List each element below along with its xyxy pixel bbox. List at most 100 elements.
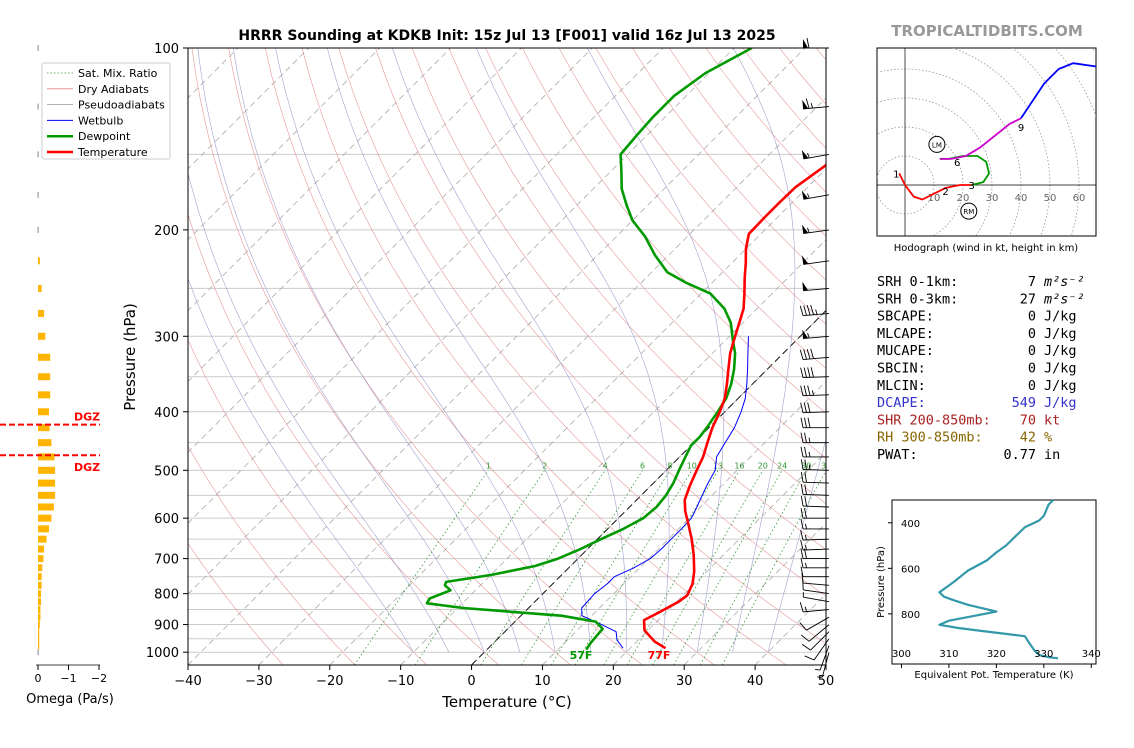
mixing-ratio-label: 24 — [777, 461, 787, 470]
legend-label: Sat. Mix. Ratio — [78, 67, 158, 80]
theta-e-y-tick-label: 600 — [901, 564, 920, 575]
isotherm — [188, 48, 735, 595]
barb-full — [800, 518, 804, 529]
wind-barb — [800, 484, 830, 496]
hodo-height-label: 9 — [1018, 123, 1024, 134]
mixing-ratio-label: 1 — [486, 461, 491, 470]
dewpoint-line — [425, 48, 753, 651]
barb-full — [800, 367, 804, 378]
omega-bar — [38, 514, 52, 522]
skewt-panel: 1246810131620243036 −40−30−20−1001020304… — [121, 42, 834, 711]
mixing-ratio-label: 8 — [667, 461, 672, 470]
omega-bar — [38, 598, 42, 606]
omega-bar — [37, 191, 39, 198]
index-unit: J/kg — [1044, 326, 1077, 342]
barb-half — [808, 437, 811, 443]
dry-adiabat — [375, 48, 826, 597]
barb-flag — [802, 255, 809, 265]
hodograph-panel: Hodograph (wind in kt, height in km) 10 2… — [876, 47, 1097, 254]
barb-staff — [808, 624, 830, 642]
index-value: 0.77 — [1003, 447, 1036, 463]
omega-bar — [38, 491, 56, 499]
storm-motion-label: RM — [963, 208, 974, 216]
barb-staff — [803, 229, 830, 234]
index-unit: kt — [1044, 412, 1060, 428]
barb-staff — [803, 538, 830, 541]
dry-adiabat — [411, 48, 826, 550]
wind-barb — [801, 631, 830, 651]
omega-bar — [38, 525, 49, 533]
index-unit: J/kg — [1044, 343, 1077, 359]
wind-barb — [814, 645, 830, 671]
skewt-frame — [187, 47, 827, 666]
chart-title: HRRR Sounding at KDKB Init: 15z Jul 13 [… — [238, 28, 775, 44]
moist-adiabat — [232, 48, 521, 653]
index-unit: J/kg — [1044, 395, 1077, 411]
barb-staff — [803, 493, 830, 496]
barb-staff — [803, 582, 830, 586]
barb-staff — [803, 481, 830, 484]
isotherm — [613, 451, 826, 665]
hodograph-caption: Hodograph (wind in kt, height in km) — [894, 243, 1079, 254]
surface-temp-label: 77F — [648, 649, 671, 662]
wind-barb — [799, 304, 830, 317]
y-tick-label: 300 — [154, 330, 179, 345]
hodo-height-label: 1 — [893, 169, 899, 180]
isotherm — [683, 522, 826, 665]
omega-bar — [38, 628, 40, 636]
mixing-ratio-line — [550, 470, 671, 665]
moist-adiabat — [587, 48, 725, 653]
mixing-ratio-label: 6 — [640, 461, 645, 470]
dry-adiabat — [191, 48, 571, 665]
barb-full — [803, 367, 807, 378]
moist-adiabat — [197, 48, 485, 653]
barb-full — [804, 472, 807, 483]
barb-staff — [803, 356, 830, 361]
wind-barb — [801, 150, 830, 160]
hodo-ring-label: 30 — [986, 193, 999, 204]
theta-e-x-tick-label: 300 — [892, 649, 911, 660]
barb-full — [803, 402, 807, 413]
barb-staff — [803, 596, 830, 603]
barb-staff — [803, 260, 830, 265]
dry-adiabat — [338, 48, 826, 644]
index-value: 7 — [1028, 274, 1036, 290]
barb-full — [810, 348, 814, 359]
barb-full — [801, 644, 811, 651]
wind-barbs — [799, 37, 830, 678]
moist-adiabat — [732, 48, 796, 653]
mixing-ratio-label: 20 — [758, 461, 768, 470]
hodo-ring-label: 10 — [928, 193, 941, 204]
hodo-ring-label: 60 — [1073, 193, 1086, 204]
omega-bar — [38, 332, 46, 340]
barb-staff — [819, 645, 830, 671]
skewt-xlabel: Temperature (°C) — [441, 693, 571, 711]
wind-barb — [799, 348, 830, 361]
dgz-label: DGZ — [74, 461, 100, 474]
index-unit: J/kg — [1044, 309, 1077, 325]
watermark: TROPICALTIDBITS.COM — [891, 22, 1083, 40]
omega-bar — [38, 424, 50, 432]
hodo-ring-label: 40 — [1015, 193, 1028, 204]
dry-adiabat — [188, 542, 284, 665]
x-tick-label: 40 — [747, 674, 764, 689]
index-label: MLCIN: — [877, 378, 926, 394]
mixing-ratio-line — [626, 470, 740, 665]
mixing-ratio-line — [480, 470, 606, 665]
x-tick-label: −20 — [316, 674, 343, 689]
dry-adiabat — [448, 48, 826, 504]
moist-adiabat — [275, 48, 556, 653]
storm-motion-label: LM — [932, 141, 942, 149]
mixing-ratio-line — [652, 470, 764, 665]
barb-full — [800, 432, 804, 443]
y-tick-label: 100 — [154, 42, 179, 57]
wind-barb — [801, 190, 830, 200]
barb-half — [811, 390, 814, 396]
barb-full — [799, 349, 804, 360]
theta-e-frame — [891, 499, 1097, 665]
index-label: DCAPE: — [877, 395, 926, 411]
legend-label: Dry Adiabats — [78, 83, 149, 96]
omega-bar — [38, 257, 40, 265]
wind-barb — [801, 572, 830, 586]
dry-adiabat — [301, 48, 787, 665]
